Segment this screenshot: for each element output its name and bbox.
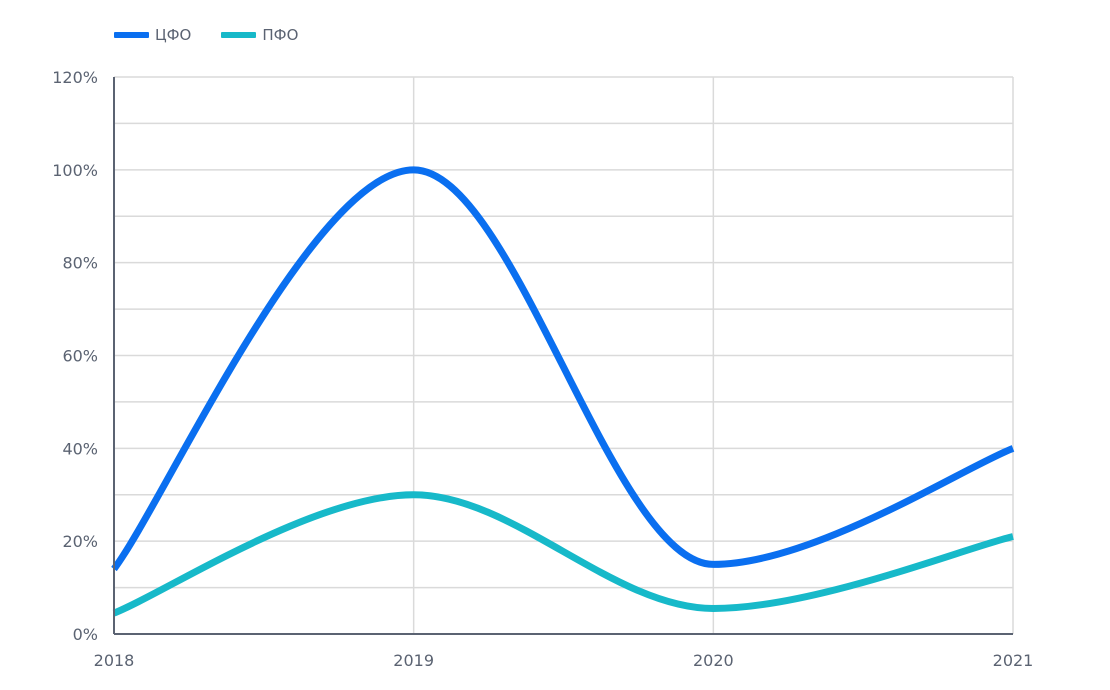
series-lines (111, 166, 1015, 617)
legend-swatch-pfo (221, 32, 257, 38)
series-line-cfo[interactable] (111, 166, 1015, 572)
legend-item-cfo[interactable]: ЦФО (114, 26, 191, 44)
legend-item-pfo[interactable]: ПФО (221, 26, 298, 44)
y-axis-ticks: 0% 20% 40% 60% 80% 100% 120% (52, 68, 98, 644)
x-tick-label: 2019 (393, 651, 434, 670)
legend-label-pfo: ПФО (262, 26, 299, 44)
series-line-pfo[interactable] (112, 491, 1014, 617)
y-tick-label: 100% (52, 161, 98, 180)
y-tick-label: 40% (62, 439, 98, 458)
x-axis-ticks: 2018 2019 2020 2021 (94, 651, 1034, 670)
y-tick-label: 80% (62, 254, 98, 273)
y-tick-label: 120% (52, 68, 98, 87)
y-tick-label: 20% (62, 532, 98, 551)
chart-legend: ЦФО ПФО (114, 26, 298, 44)
y-tick-label: 0% (73, 625, 98, 644)
x-tick-label: 2020 (693, 651, 734, 670)
x-tick-label: 2021 (993, 651, 1034, 670)
legend-label-cfo: ЦФО (155, 26, 192, 44)
legend-swatch-cfo (114, 32, 149, 38)
x-tick-label: 2018 (94, 651, 135, 670)
y-tick-label: 60% (62, 347, 98, 366)
